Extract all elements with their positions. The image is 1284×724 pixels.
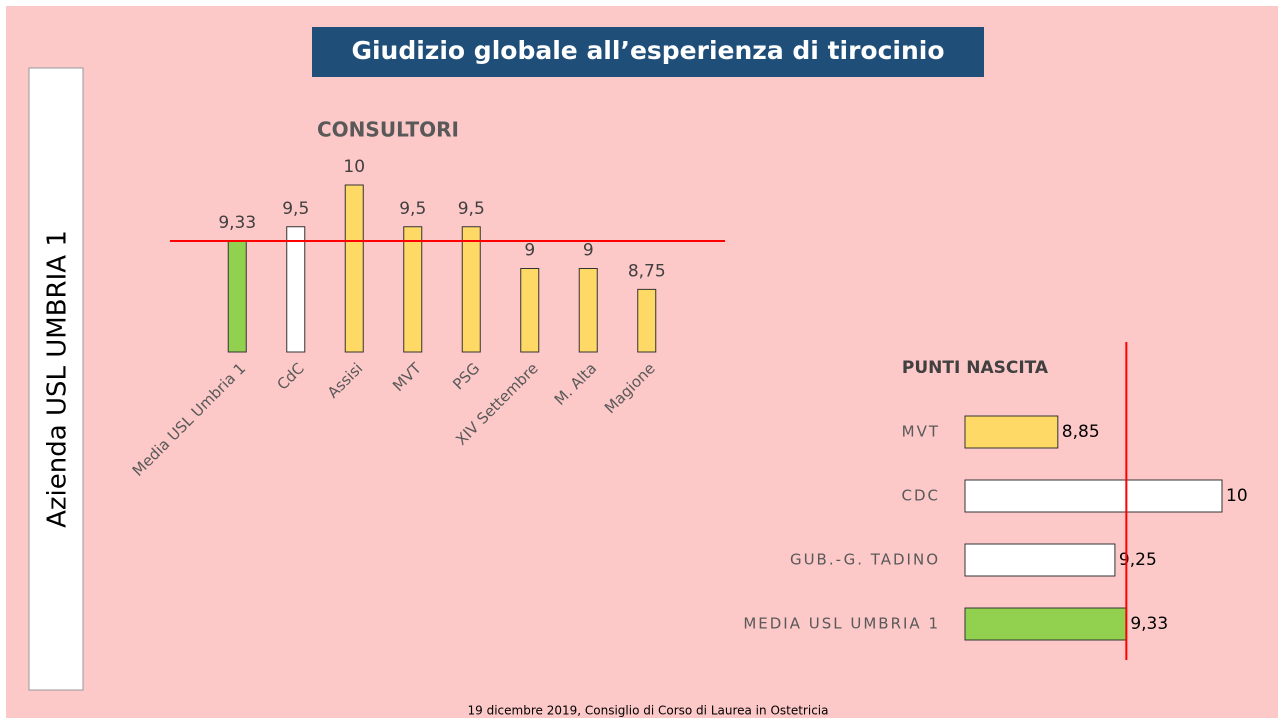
value-label: 10	[343, 157, 365, 177]
side-label: Azienda USL UMBRIA 1	[43, 230, 73, 528]
value-label: 9,33	[1130, 614, 1168, 634]
bar	[964, 543, 1116, 577]
bar	[578, 268, 598, 353]
value-label: 9	[583, 241, 594, 261]
value-label: 9,33	[218, 213, 256, 233]
value-label: 8,75	[628, 261, 666, 281]
bar	[637, 288, 657, 353]
bar	[344, 184, 364, 353]
y-tick-label: MVT	[902, 423, 940, 441]
bar	[964, 607, 1127, 641]
title-box	[312, 27, 984, 77]
bar	[964, 415, 1059, 449]
bar	[520, 268, 540, 353]
chart-title: CONSULTORI	[317, 118, 459, 142]
y-tick-label: GUB.-G. TADINO	[790, 551, 940, 569]
value-label: 9,5	[399, 199, 426, 219]
side-box	[28, 67, 84, 691]
bar	[964, 479, 1223, 513]
value-label: 10	[1226, 486, 1248, 506]
bar	[461, 226, 481, 353]
value-label: 9,5	[458, 199, 485, 219]
value-label: 9,5	[282, 199, 309, 219]
value-label: 8,85	[1062, 422, 1100, 442]
y-tick-label: CDC	[902, 487, 941, 505]
value-label: 9,25	[1119, 550, 1157, 570]
bar	[286, 226, 306, 353]
bar	[227, 240, 247, 353]
value-label: 9	[524, 241, 535, 261]
slide-background	[6, 6, 1278, 718]
footer: 19 dicembre 2019, Consiglio di Corso di …	[468, 704, 829, 718]
y-tick-label: MEDIA USL UMBRIA 1	[743, 615, 940, 633]
chart-title: PUNTI NASCITA	[902, 358, 1049, 378]
bar	[403, 226, 423, 353]
slide-title: Giudizio globale all’esperienza di tiroc…	[351, 36, 944, 65]
